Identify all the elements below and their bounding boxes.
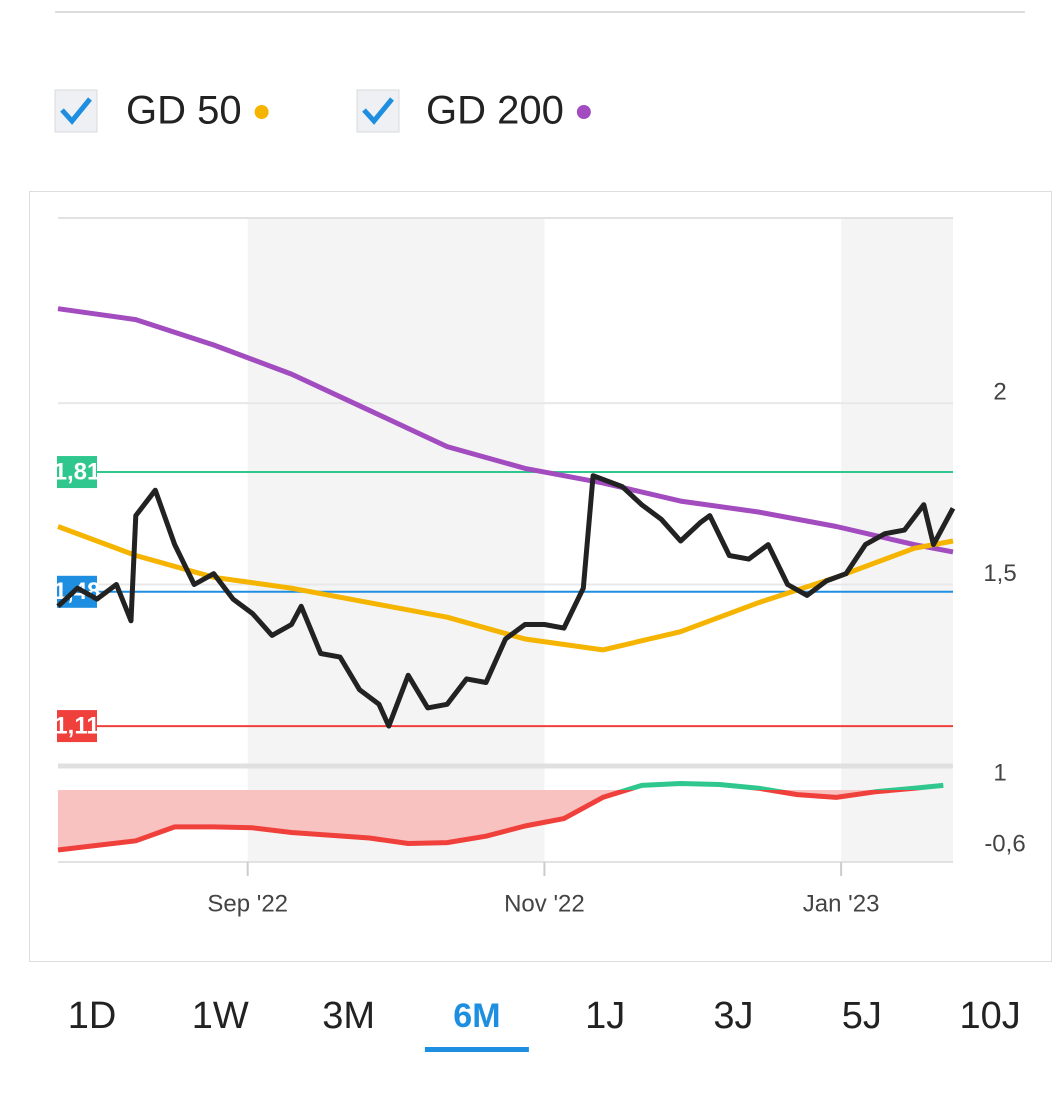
legend-gd200[interactable]: GD 200 [356,89,591,133]
range-tab[interactable]: 10J [959,995,1020,1037]
tab-underline [424,1047,529,1052]
series-line [57,306,954,555]
y-tick-label: 2 [993,378,1006,405]
y-tick-label: -0,6 [984,831,1025,858]
range-tab[interactable]: 3J [713,995,753,1037]
level-badge [57,456,97,489]
check-icon [60,97,92,125]
legend-label: GD 200 [426,89,564,133]
x-tick-label: Nov '22 [504,890,585,917]
range-tab[interactable]: 1D [68,995,117,1037]
chart-frame [29,191,1052,962]
range-tab[interactable]: 1W [192,995,249,1037]
legend-label: GD 50 [126,89,242,133]
level-badge [57,710,97,743]
check-icon [362,97,394,125]
level-label: 1,81 [54,458,101,485]
x-tick-label: Sep '22 [207,890,288,917]
range-tab[interactable]: 1J [585,995,625,1037]
range-tabs: 1D 1W 3M 6M 1J 3J 5J 10J [68,995,1021,1052]
x-tick-label: Jan '23 [803,890,880,917]
oscillator-line [57,781,944,853]
checkbox[interactable] [54,89,98,133]
oscillator-area [58,783,944,850]
range-tab[interactable]: 5J [842,995,882,1037]
shaded-band [247,218,545,862]
y-tick-label: 1 [993,759,1006,786]
legend-dot [254,105,269,119]
series-line [56,473,956,729]
range-tab[interactable]: 6M [453,997,500,1035]
level-label: 1,11 [54,712,99,739]
y-tick-label: 1,5 [983,560,1016,587]
legend-gd50[interactable]: GD 50 [54,89,269,133]
range-tab[interactable]: 3M [322,995,375,1037]
legend-dot [576,105,591,119]
